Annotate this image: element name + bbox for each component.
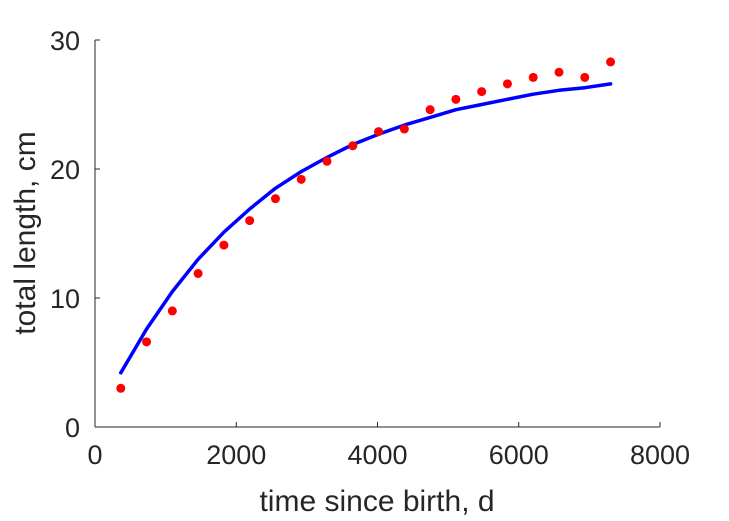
y-ticks: 0 10 20 30 — [50, 26, 100, 443]
data-point — [425, 105, 435, 115]
data-point — [167, 306, 177, 316]
y-tick-label: 10 — [50, 284, 80, 314]
data-point — [502, 79, 512, 89]
data-point — [451, 94, 461, 104]
data-point — [245, 216, 255, 226]
data-point — [606, 57, 616, 67]
x-tick-label: 8000 — [630, 440, 690, 470]
x-tick-label: 6000 — [489, 440, 549, 470]
fit-curve-line — [119, 82, 613, 375]
y-tick-label: 30 — [50, 26, 80, 56]
data-point — [219, 240, 229, 250]
data-point — [142, 337, 152, 347]
axes — [94, 40, 660, 428]
x-axis-label: time since birth, d — [259, 485, 494, 518]
data-point — [477, 87, 487, 97]
x-tick-label: 4000 — [347, 440, 407, 470]
data-point — [399, 124, 409, 134]
x-ticks: 0 2000 4000 6000 8000 — [87, 422, 690, 470]
y-tick-label: 20 — [50, 155, 80, 185]
x-tick-label: 2000 — [206, 440, 266, 470]
data-point — [348, 141, 358, 151]
data-point — [528, 72, 538, 82]
data-point — [270, 194, 280, 204]
x-tick-label: 0 — [87, 440, 102, 470]
y-axis-label: total length, cm — [9, 131, 42, 334]
data-point — [322, 156, 332, 166]
series-layer — [116, 57, 616, 393]
data-point — [296, 174, 306, 184]
data-point — [374, 127, 384, 137]
data-point — [554, 67, 564, 77]
data-point — [193, 268, 203, 278]
data-point — [580, 72, 590, 82]
y-tick-label: 0 — [65, 413, 80, 443]
data-point — [116, 383, 126, 393]
